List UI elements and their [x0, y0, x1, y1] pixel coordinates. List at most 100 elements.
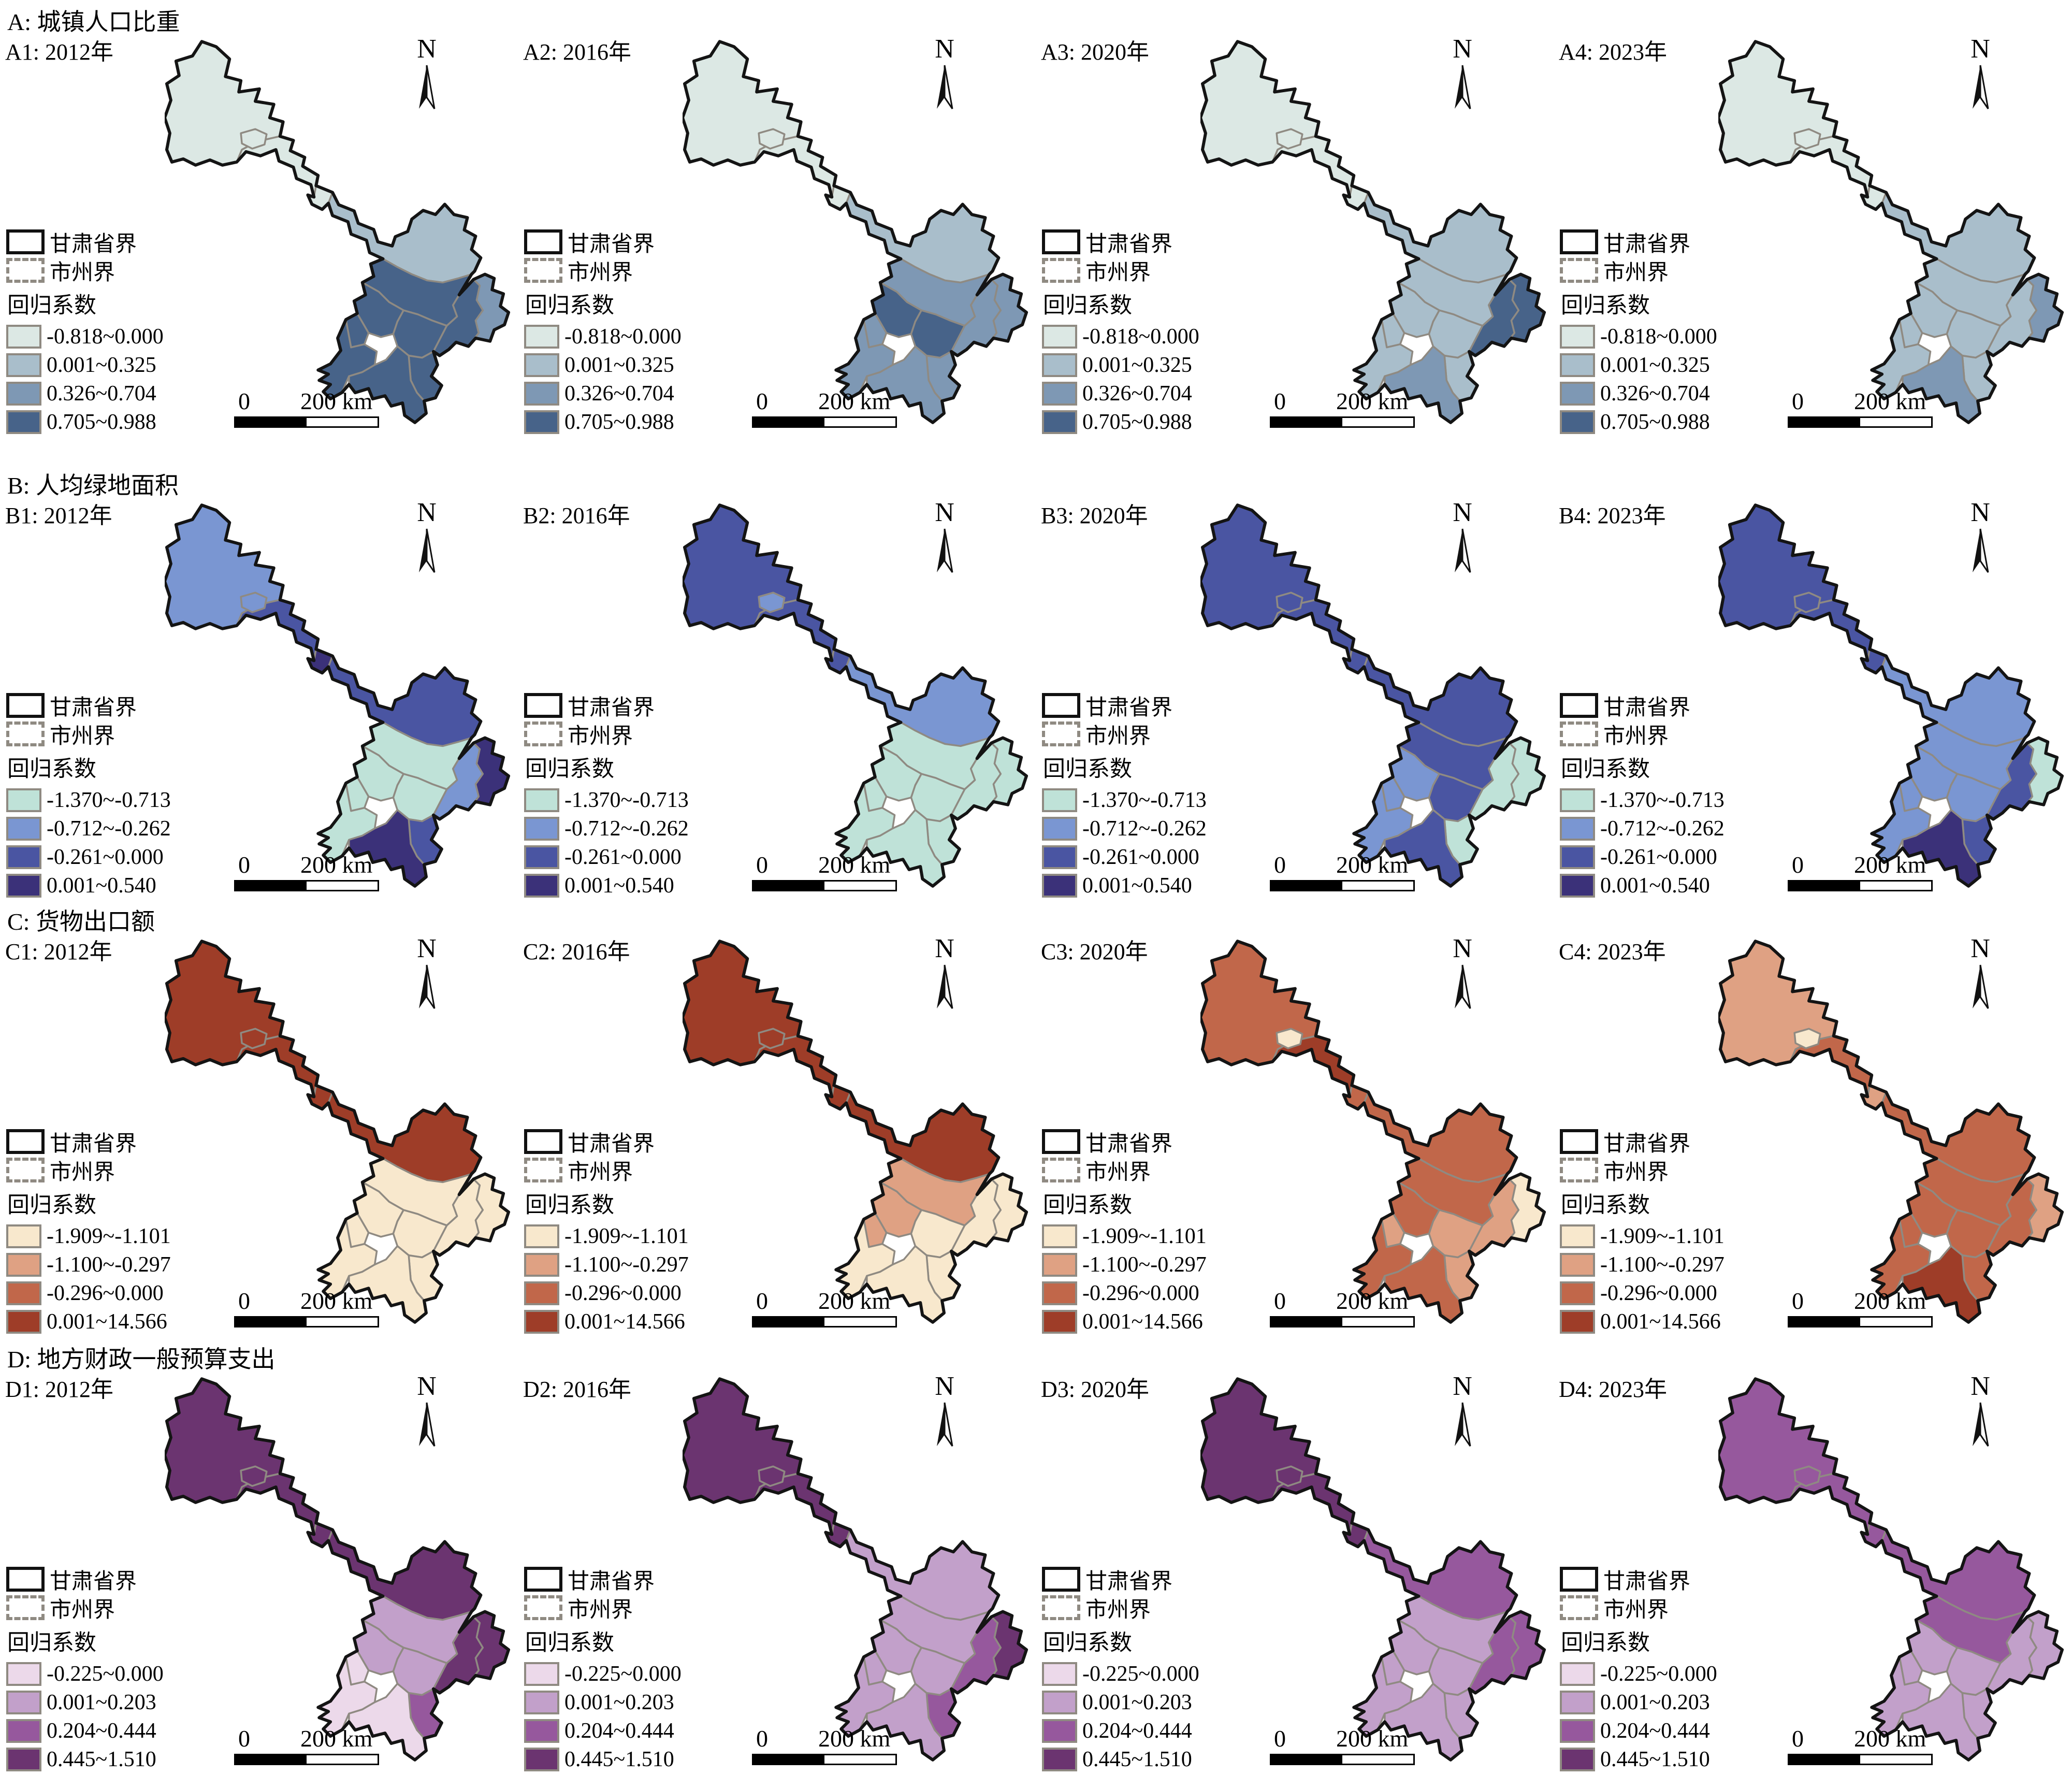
legend-class-item: -0.712~-0.262 — [6, 817, 171, 841]
north-label: N — [935, 1372, 954, 1401]
province-outline — [1199, 1377, 1546, 1762]
scale-bar-graphic — [1788, 1754, 1933, 1765]
legend-class-item: 0.445~1.510 — [1560, 1748, 1717, 1771]
panel-C4: C4: 2023年 N 甘肃省界 市州界 回归系数 -1.909~-1.101 -1.100… — [1554, 930, 2071, 1336]
scale-zero-label: 0 — [1792, 1725, 1804, 1752]
class-swatch-icon — [524, 1310, 559, 1334]
scale-zero-label: 0 — [238, 1288, 250, 1314]
map-legend: 甘肃省界 市州界 回归系数 -1.370~-0.713 -0.712~-0.262 -0.… — [524, 693, 689, 902]
map-legend: 甘肃省界 市州界 回归系数 -0.818~0.000 0.001~0.325 0.326~… — [524, 229, 682, 439]
scale-bar-graphic — [1270, 1754, 1415, 1765]
region-jiayuguan — [758, 128, 786, 150]
scale-distance-label: 200 km — [300, 388, 373, 414]
scale-bar-white-segment — [1860, 882, 1931, 890]
legend-item-province-border: 甘肃省界 — [524, 1129, 689, 1156]
north-indicator: N — [410, 499, 443, 577]
region-wuwei — [327, 655, 482, 747]
class-range-label: -1.100~-0.297 — [564, 1253, 689, 1277]
city-border-label: 市州界 — [1085, 1160, 1151, 1185]
scale-bar-black-segment — [754, 1318, 824, 1326]
class-swatch-icon — [6, 353, 41, 377]
scale-bar: 0 200 km — [752, 851, 938, 891]
map-legend: 甘肃省界 市州界 回归系数 -0.225~0.000 0.001~0.203 0.204~… — [1042, 1567, 1199, 1775]
class-swatch-icon — [524, 1662, 559, 1686]
class-swatch-icon — [1560, 1224, 1595, 1248]
legend-class-item: -1.909~-1.101 — [1560, 1224, 1725, 1248]
north-indicator: N — [1446, 499, 1479, 577]
class-range-label: 0.001~14.566 — [47, 1310, 167, 1334]
legend-coefficient-title: 回归系数 — [1043, 1631, 1132, 1655]
north-label: N — [417, 498, 437, 527]
panel-D1: D1: 2012年 N 甘肃省界 市州界 回归系数 -0.225~0.000 0.001~0… — [0, 1367, 518, 1774]
scale-bar-labels: 0 200 km — [752, 851, 938, 878]
scale-zero-label: 0 — [1274, 388, 1286, 414]
city-border-swatch-icon — [1560, 1158, 1598, 1182]
region-wuwei — [845, 1528, 1000, 1621]
legend-class-item: -0.225~0.000 — [6, 1662, 164, 1686]
scale-bar-white-segment — [1342, 1318, 1413, 1326]
scale-distance-label: 200 km — [818, 852, 891, 878]
class-swatch-icon — [6, 382, 41, 406]
scale-distance-label: 200 km — [300, 1288, 373, 1314]
region-wuwei — [327, 1528, 482, 1621]
legend-item-province-border: 甘肃省界 — [524, 693, 689, 720]
class-swatch-icon — [6, 1253, 41, 1277]
panel-B1: B1: 2012年 N 甘肃省界 市州界 回归系数 -1.370~-0.713 -0.712… — [0, 494, 518, 900]
province-border-label: 甘肃省界 — [1085, 232, 1173, 256]
region-wuwei — [1881, 1528, 2036, 1621]
city-border-label: 市州界 — [1085, 261, 1151, 285]
city-border-swatch-icon — [6, 258, 45, 283]
province-border-swatch-icon — [524, 1567, 562, 1592]
scale-bar-graphic — [1270, 416, 1415, 428]
city-border-label: 市州界 — [50, 1160, 115, 1185]
province-outline — [681, 1377, 1028, 1762]
panel-title-C2: C2: 2016年 — [523, 939, 630, 964]
region-wuwei — [1363, 655, 1518, 747]
class-range-label: -0.296~0.000 — [1600, 1281, 1717, 1305]
region-wuwei — [1881, 1091, 2036, 1184]
province-border-label: 甘肃省界 — [50, 1569, 137, 1594]
north-arrow-icon — [1973, 964, 1989, 1009]
legend-class-item: 0.001~0.325 — [1042, 353, 1199, 377]
city-border-label: 市州界 — [1603, 1160, 1669, 1185]
legend-item-city-border: 市州界 — [1560, 258, 1717, 285]
class-swatch-icon — [1042, 1281, 1077, 1305]
class-range-label: -1.909~-1.101 — [1082, 1224, 1207, 1248]
legend-coefficient-title: 回归系数 — [525, 1193, 614, 1218]
scale-bar: 0 200 km — [752, 387, 938, 428]
panel-A2: A2: 2016年 N 甘肃省界 市州界 回归系数 -0.818~0.000 0.001~0… — [518, 30, 1036, 437]
scale-bar-white-segment — [1860, 1318, 1931, 1326]
scale-bar-labels: 0 200 km — [1788, 1287, 1974, 1314]
legend-item-province-border: 甘肃省界 — [1560, 1567, 1717, 1594]
legend-item-city-border: 市州界 — [1560, 1595, 1717, 1622]
scale-distance-label: 200 km — [818, 388, 891, 414]
class-swatch-icon — [524, 845, 559, 869]
class-swatch-icon — [1560, 410, 1595, 434]
map-container — [681, 1369, 1033, 1774]
scale-bar-white-segment — [824, 1755, 895, 1764]
legend-class-item: 0.001~0.203 — [1042, 1691, 1199, 1714]
legend-class-item: -1.370~-0.713 — [6, 788, 171, 812]
class-range-label: 0.705~0.988 — [564, 410, 674, 434]
province-border-label: 甘肃省界 — [568, 1132, 655, 1156]
region-wuwei — [845, 1091, 1000, 1184]
class-swatch-icon — [1042, 353, 1077, 377]
class-range-label: -0.261~0.000 — [1600, 845, 1717, 869]
city-border-swatch-icon — [1560, 258, 1598, 283]
province-border-label: 甘肃省界 — [568, 232, 655, 256]
scale-bar-labels: 0 200 km — [752, 1725, 938, 1752]
class-swatch-icon — [1042, 1691, 1077, 1714]
class-swatch-icon — [1560, 1662, 1595, 1686]
legend-class-item: -0.261~0.000 — [524, 845, 689, 869]
class-range-label: 0.001~14.566 — [564, 1310, 685, 1334]
legend-class-item: -0.818~0.000 — [1560, 325, 1717, 349]
legend-item-city-border: 市州界 — [1042, 258, 1199, 285]
region-wuwei — [1881, 655, 2036, 747]
region-jiayuguan — [758, 591, 786, 613]
scale-bar: 0 200 km — [1788, 851, 1974, 891]
panel-A4: A4: 2023年 N 甘肃省界 市州界 回归系数 -0.818~0.000 0.001~0… — [1554, 30, 2071, 437]
scale-bar-white-segment — [824, 1318, 895, 1326]
province-border-label: 甘肃省界 — [568, 1569, 655, 1594]
province-border-label: 甘肃省界 — [1603, 696, 1691, 720]
north-arrow-icon — [1973, 65, 1989, 109]
